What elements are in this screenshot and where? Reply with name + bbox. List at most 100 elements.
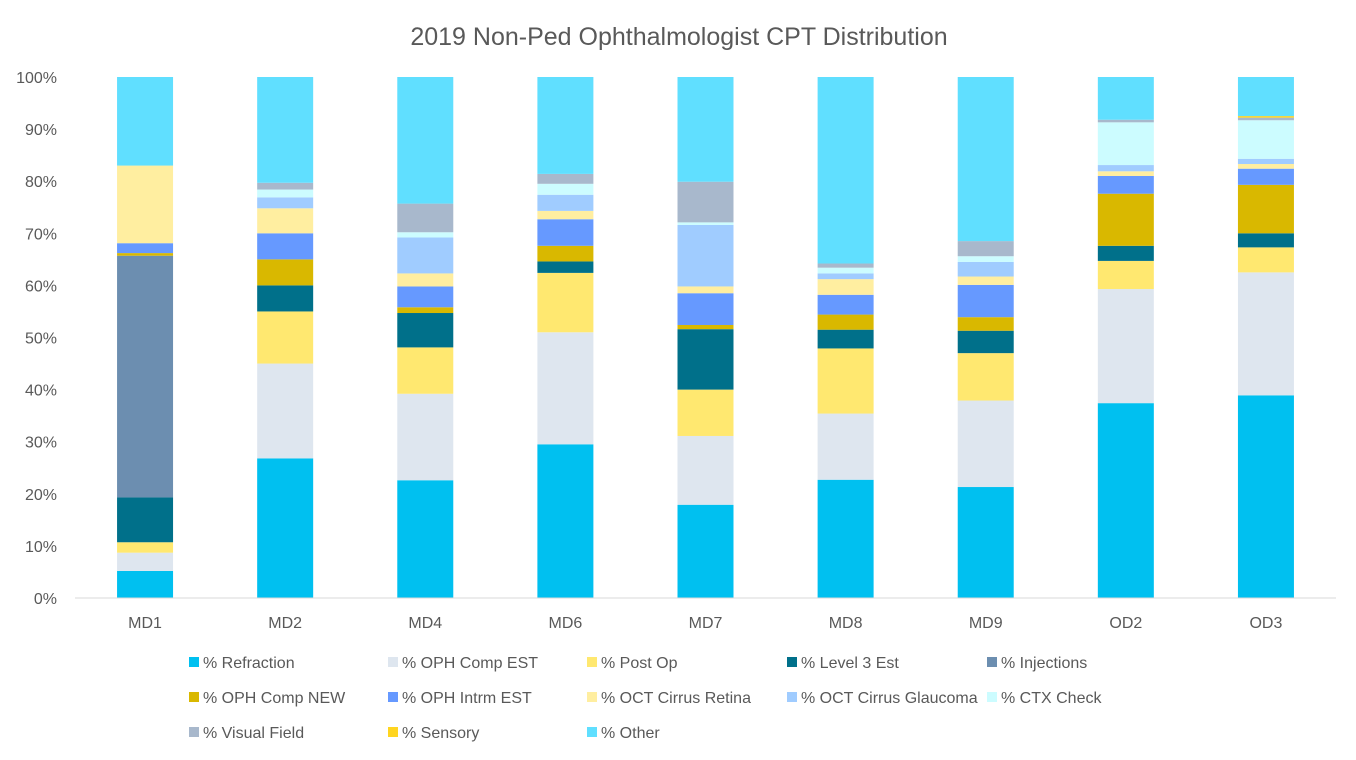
bar-segment [677, 504, 734, 598]
y-axis: 0% 10% 20% 30% 40% 50% 60% 70% 80% 90% 100% [16, 70, 57, 608]
legend-item: % Visual Field [189, 725, 304, 742]
bar-segment [397, 313, 454, 348]
legend-item: % Level 3 Est [787, 655, 899, 672]
bar-stack-md7 [677, 77, 734, 598]
bar-segment [1237, 120, 1294, 159]
bar-segment [537, 183, 594, 195]
legend: % Refraction % OPH Comp EST % Post Op % Lev… [189, 655, 1102, 742]
bar-segment [957, 284, 1014, 318]
x-axis: MD1 MD2 MD4 MD6 MD7 MD8 MD9 OD2 OD3 [128, 615, 1282, 632]
legend-item: % Other [587, 725, 660, 742]
bar-segment [537, 219, 594, 246]
legend-label: % Level 3 Est [801, 655, 899, 672]
bar-segment [1097, 260, 1154, 290]
bar-segment [117, 253, 174, 256]
bar-segment [1097, 289, 1154, 404]
legend-swatch [388, 657, 398, 667]
bar-segment [257, 458, 314, 598]
y-tick-label: 40% [25, 383, 57, 400]
bar-segment [677, 224, 734, 287]
bar-segment [817, 279, 874, 295]
bar-segment [397, 203, 454, 233]
chart-title: 2019 Non-Ped Ophthalmologist CPT Distrib… [410, 23, 947, 51]
y-tick-label: 50% [25, 331, 57, 348]
bar-segment [1097, 119, 1154, 123]
bar-segment [117, 255, 174, 498]
legend-item: % Injections [987, 655, 1087, 672]
legend-swatch [787, 692, 797, 702]
bar-segment [397, 232, 454, 238]
bar-segment [1237, 116, 1294, 118]
legend-label: % Post Op [601, 655, 678, 672]
bar-segment [817, 413, 874, 480]
x-tick-label: MD9 [969, 615, 1003, 632]
bar-segment [1237, 117, 1294, 121]
legend-item: % OCT Cirrus Glaucoma [787, 690, 978, 707]
legend-label: % CTX Check [1001, 690, 1102, 707]
y-tick-label: 60% [25, 278, 57, 295]
bar-segment [397, 77, 454, 204]
bars [117, 77, 1294, 598]
y-tick-label: 90% [25, 122, 57, 139]
bar-segment [1237, 158, 1294, 165]
x-tick-label: MD6 [548, 615, 582, 632]
bar-segment [957, 241, 1014, 257]
bar-segment [257, 311, 314, 364]
bar-segment [1237, 272, 1294, 396]
bar-segment [677, 286, 734, 294]
legend-label: % Injections [1001, 655, 1087, 672]
bar-stack-md8 [817, 77, 874, 598]
bar-segment [117, 497, 174, 543]
legend-swatch [987, 692, 997, 702]
y-tick-label: 70% [25, 226, 57, 243]
bar-segment [257, 233, 314, 260]
bar-segment [957, 77, 1014, 242]
bar-segment [677, 222, 734, 225]
bar-segment [957, 487, 1014, 598]
y-tick-label: 80% [25, 174, 57, 191]
bar-segment [537, 272, 594, 333]
bar-segment [1097, 175, 1154, 194]
bar-segment [1097, 245, 1154, 261]
bar-segment [257, 208, 314, 234]
legend-label: % Sensory [402, 725, 479, 742]
y-tick-label: 20% [25, 487, 57, 504]
legend-item: % Sensory [388, 725, 479, 742]
y-tick-label: 30% [25, 435, 57, 452]
bar-segment [677, 389, 734, 436]
bar-segment [817, 294, 874, 315]
bar-segment [397, 237, 454, 274]
bar-segment [957, 256, 1014, 262]
legend-swatch [587, 657, 597, 667]
legend-item: % Refraction [189, 655, 295, 672]
legend-item: % OPH Comp EST [388, 655, 538, 672]
bar-segment [817, 77, 874, 264]
legend-swatch [388, 692, 398, 702]
legend-item: % OPH Comp NEW [189, 690, 346, 707]
bar-segment [957, 317, 1014, 331]
bar-segment [1237, 168, 1294, 185]
bar-segment [397, 273, 454, 287]
bar-segment [1237, 247, 1294, 273]
bar-segment [1097, 193, 1154, 246]
bar-segment [817, 348, 874, 414]
x-tick-label: OD3 [1249, 615, 1282, 632]
bar-segment [117, 243, 174, 254]
bar-segment [257, 285, 314, 312]
bar-segment [1237, 395, 1294, 598]
bar-segment [117, 165, 174, 244]
legend-swatch [987, 657, 997, 667]
bar-segment [117, 570, 174, 598]
legend-label: % Visual Field [203, 725, 304, 742]
bar-segment [257, 259, 314, 286]
bar-segment [397, 347, 454, 394]
bar-segment [957, 353, 1014, 401]
bar-stack-od2 [1097, 77, 1154, 598]
bar-segment [817, 314, 874, 330]
bar-segment [677, 324, 734, 330]
bar-segment [1237, 164, 1294, 169]
legend-item: % OCT Cirrus Retina [587, 690, 751, 707]
legend-swatch [189, 657, 199, 667]
bar-segment [817, 263, 874, 268]
legend-label: % OPH Comp EST [402, 655, 538, 672]
